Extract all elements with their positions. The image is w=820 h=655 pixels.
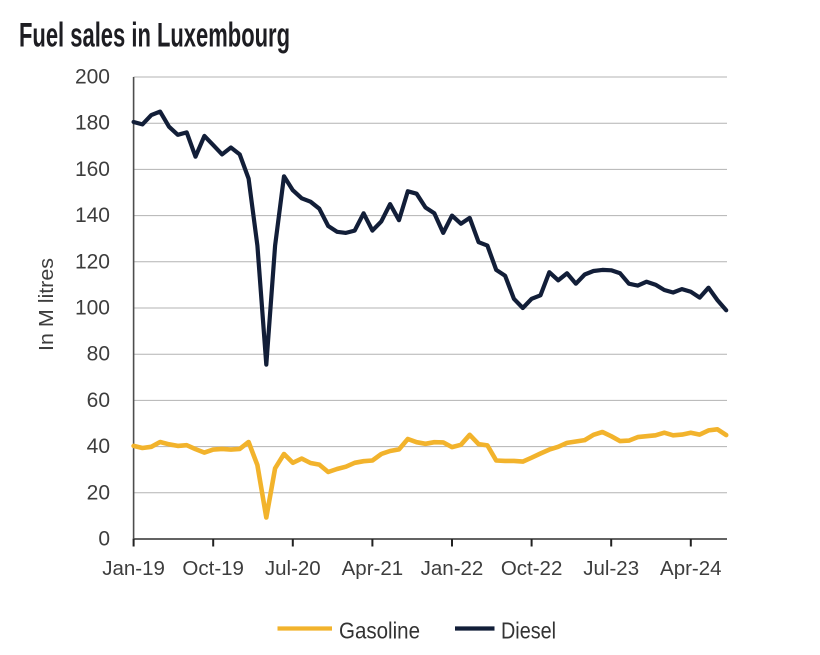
svg-text:20: 20 [87,481,110,504]
svg-text:Jan-22: Jan-22 [421,557,484,580]
svg-text:Oct-22: Oct-22 [501,557,563,580]
svg-text:Fuel sales in Luxembourg: Fuel sales in Luxembourg [19,17,290,55]
svg-text:Jul-20: Jul-20 [265,557,321,580]
svg-text:160: 160 [75,158,110,181]
svg-text:180: 180 [75,112,110,135]
svg-text:60: 60 [87,389,110,412]
svg-text:140: 140 [75,204,110,227]
svg-text:Jul-23: Jul-23 [583,557,639,580]
svg-text:Gasoline: Gasoline [339,618,420,644]
svg-text:In M litres: In M litres [35,258,58,351]
svg-text:40: 40 [87,435,110,458]
svg-text:200: 200 [75,66,110,89]
svg-text:100: 100 [75,297,110,320]
svg-text:Apr-24: Apr-24 [660,557,722,580]
svg-text:Jan-19: Jan-19 [102,557,165,580]
svg-text:0: 0 [98,528,110,551]
svg-text:80: 80 [87,343,110,366]
svg-text:Apr-21: Apr-21 [342,557,404,580]
svg-text:120: 120 [75,250,110,273]
svg-text:Oct-19: Oct-19 [182,557,244,580]
svg-text:Diesel: Diesel [501,618,556,644]
